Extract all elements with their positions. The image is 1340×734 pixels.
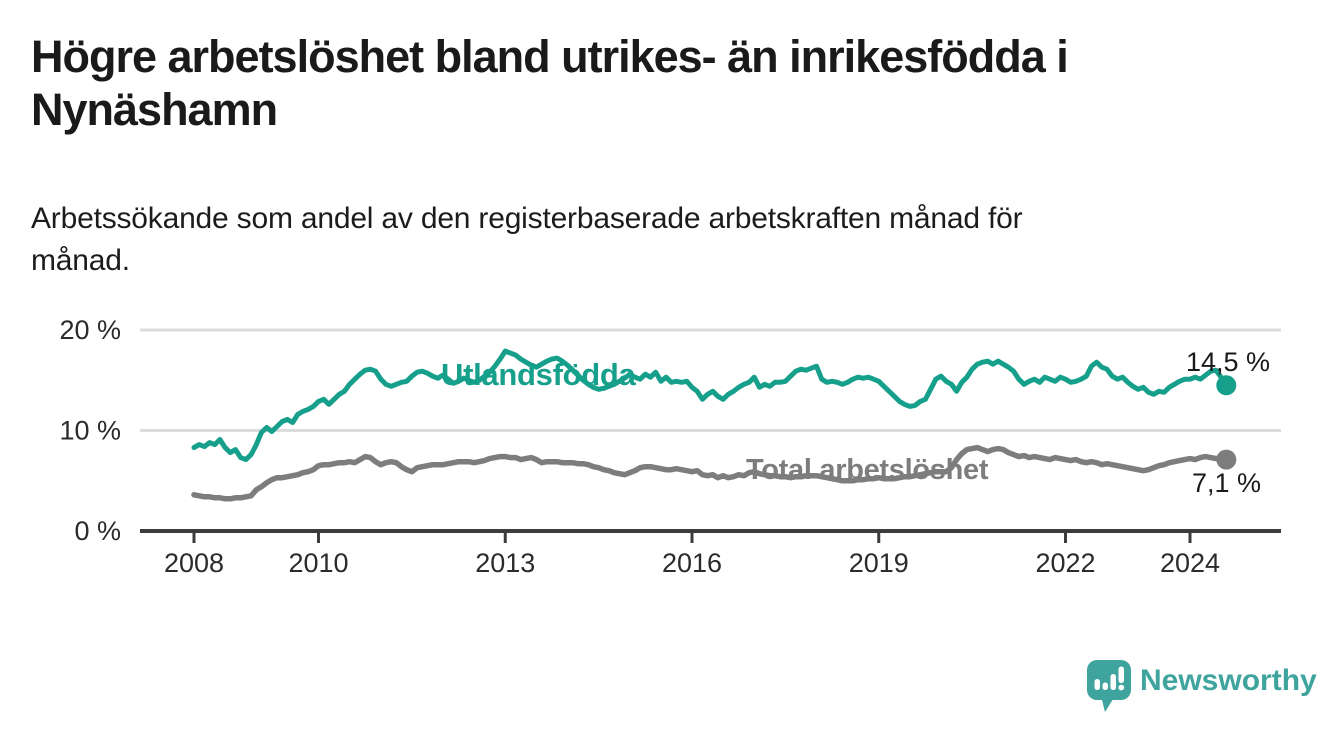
page-title: Högre arbetslöshet bland utrikes- än inr… <box>31 30 1291 136</box>
end-value-label-total-arbetsloshet: 7,1 % <box>1192 468 1261 498</box>
title-line-2: Nynäshamn <box>31 84 278 135</box>
title-line-1: Högre arbetslöshet bland utrikes- än inr… <box>31 31 1069 82</box>
series-line-total-arbetsloshet <box>191 444 1230 502</box>
series-lines <box>191 348 1237 502</box>
series-end-dot-total-arbetsloshet <box>1216 449 1237 470</box>
y-axis-label-20: 20 % <box>59 315 121 345</box>
x-axis-label-2019: 2019 <box>849 548 909 578</box>
chart-subtitle: Arbetssökande som andel av den registerb… <box>31 198 1251 282</box>
x-axis-label-2010: 2010 <box>288 548 348 578</box>
subtitle-line-2: månad. <box>31 244 130 277</box>
newsworthy-logo-bubble-icon <box>1087 660 1131 712</box>
y-axis-label-0: 0 % <box>74 516 121 546</box>
x-axis-label-2024: 2024 <box>1160 548 1220 578</box>
series-label-utlandsfodda: Utlandsfödda <box>441 357 637 392</box>
x-axis-label-2013: 2013 <box>475 548 535 578</box>
subtitle-line-1: Arbetssökande som andel av den registerb… <box>31 202 1023 235</box>
newsworthy-logo: Newsworthy <box>1087 660 1317 712</box>
logo-bar-chart-glyph <box>1094 666 1125 691</box>
series-end-dot-utlandsfodda <box>1216 375 1237 396</box>
end-value-label-utlandsfodda: 14,5 % <box>1186 347 1270 377</box>
series-label-total-arbetsloshet: Total arbetslöshet <box>746 454 989 486</box>
axes: 20 % 10 % 0 % 2008 2010 2013 2016 2019 2022 2024 <box>59 315 1281 578</box>
y-axis-label-10: 10 % <box>59 416 121 446</box>
gridlines <box>140 328 1281 432</box>
x-axis-label-2016: 2016 <box>662 548 722 578</box>
newsworthy-logo-text: Newsworthy <box>1140 664 1317 697</box>
x-axis-label-2008: 2008 <box>164 548 224 578</box>
series-line-utlandsfodda <box>191 348 1229 463</box>
chart-text-labels: Utlandsfödda Total arbetslöshet 14,5 % 7… <box>441 347 1270 498</box>
x-axis-label-2022: 2022 <box>1035 548 1095 578</box>
